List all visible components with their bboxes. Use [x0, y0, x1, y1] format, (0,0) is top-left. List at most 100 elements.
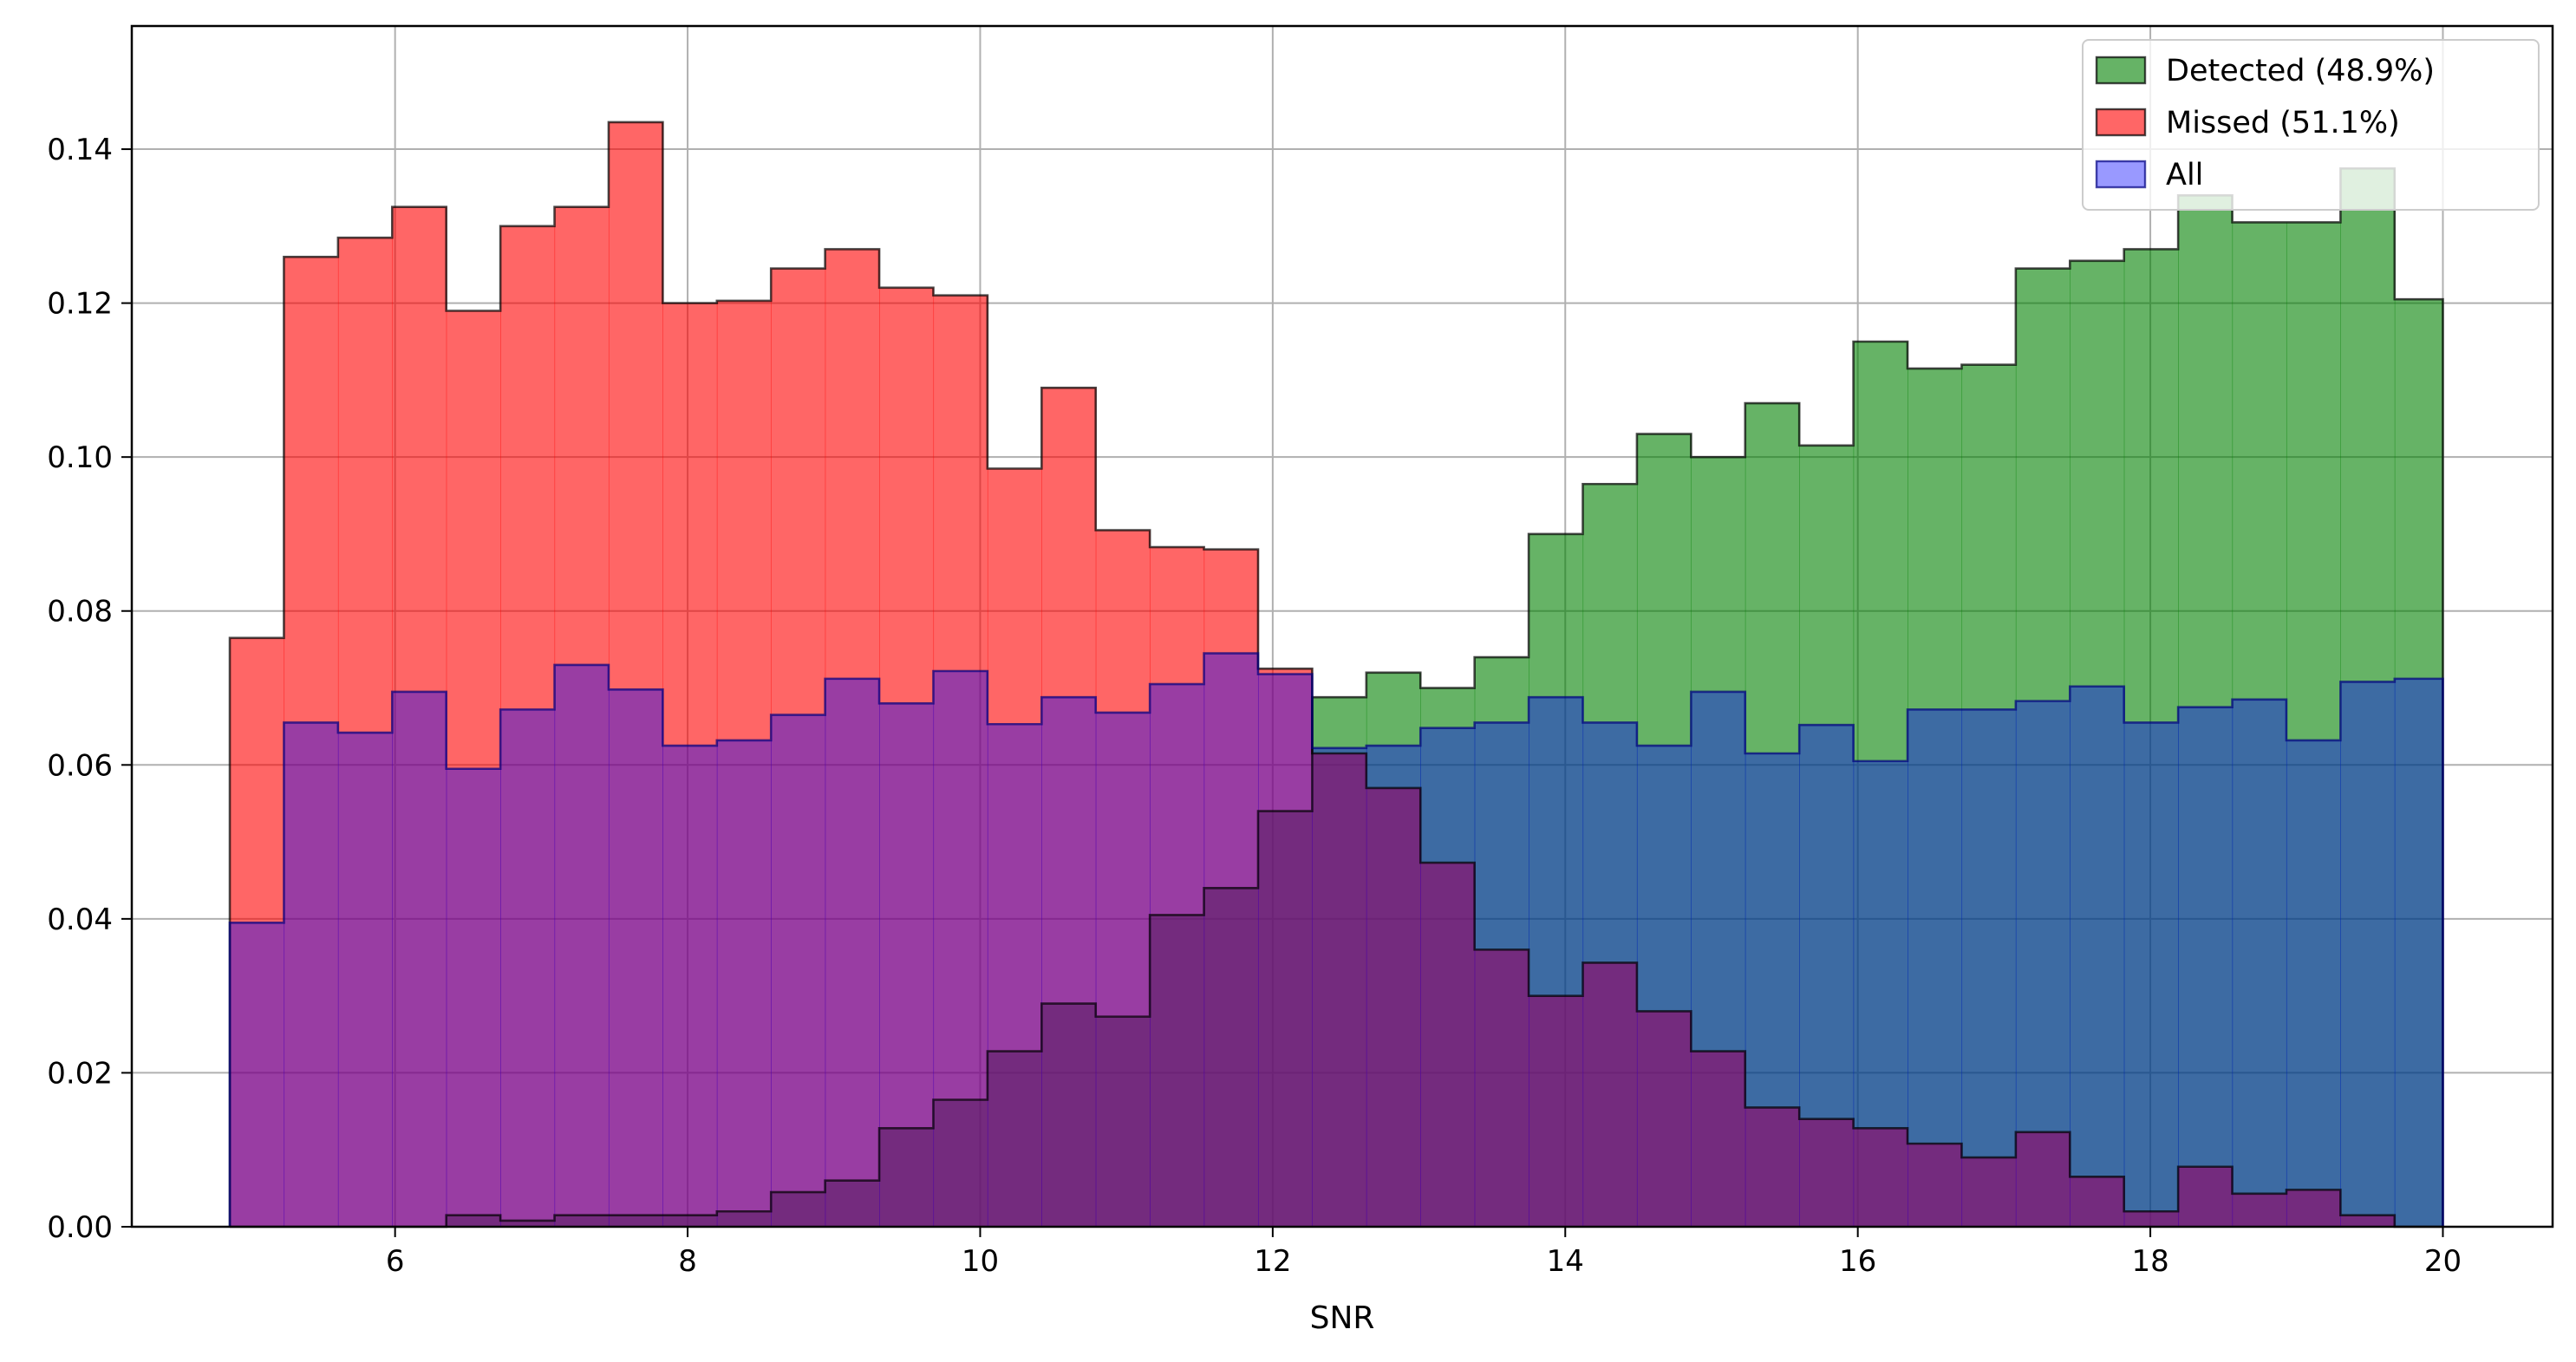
histogram-bar [825, 678, 880, 1227]
histogram-bar [1312, 753, 1367, 1227]
series-all-outline [228, 652, 2444, 1227]
histogram-bar [1961, 364, 2017, 1228]
histogram-bar [2123, 1211, 2179, 1227]
y-tick-label: 0.08 [47, 595, 113, 629]
histogram-bar [230, 637, 285, 1227]
histogram-bar [2394, 299, 2444, 1227]
y-tick-label: 0.02 [47, 1056, 113, 1091]
y-tick-label: 0.06 [47, 748, 113, 783]
legend-label-all: All [2166, 158, 2203, 192]
histogram-bar [608, 121, 663, 1228]
histogram-bar [1257, 674, 1314, 1227]
x-tick-label: 16 [1839, 1244, 1876, 1279]
histogram-bar [1853, 1128, 1908, 1227]
histogram-bar [2070, 686, 2125, 1227]
histogram-bar [987, 468, 1042, 1227]
histogram-bar [1420, 727, 1476, 1227]
histogram-bar [2340, 168, 2396, 1227]
histogram-bar [1474, 722, 1529, 1227]
histogram-bar [500, 709, 556, 1227]
histogram-bar [2286, 222, 2341, 1227]
histogram-bar [1691, 1051, 1746, 1227]
histogram-bar [1908, 709, 1963, 1227]
histogram-bar [230, 922, 285, 1227]
histogram-bar [1041, 697, 1097, 1227]
histogram-bar [1799, 445, 1855, 1227]
histogram-bar [2123, 249, 2179, 1227]
plot-frame [130, 24, 2554, 1228]
histogram-bar [1961, 709, 2017, 1227]
series-missed-bars [230, 121, 2396, 1228]
histogram-bar [662, 303, 718, 1228]
histogram-bar [392, 691, 447, 1227]
histogram-bar [284, 722, 339, 1227]
histogram-bar [1636, 746, 1692, 1227]
histogram-bar [554, 206, 610, 1227]
histogram-bar [662, 746, 718, 1227]
series-all-bars [230, 653, 2444, 1227]
histogram-bar [284, 257, 339, 1227]
histogram-bar [554, 664, 610, 1227]
histogram-bar [1420, 863, 1476, 1227]
legend-swatch-detected [2095, 55, 2147, 85]
histogram-bar [2394, 678, 2444, 1227]
histogram-bar [1095, 712, 1151, 1227]
x-tick-label: 12 [1254, 1244, 1291, 1279]
x-tick-label: 14 [1547, 1244, 1584, 1279]
x-axis-label: SNR [1310, 1300, 1375, 1336]
histogram-bar [446, 768, 501, 1227]
histogram-bar [1908, 1144, 1963, 1227]
histogram-bar [1745, 403, 1800, 1227]
histogram-bar [2286, 1189, 2341, 1227]
histogram-bar [1366, 746, 1421, 1227]
histogram-bar [1691, 691, 1746, 1227]
histogram-bar [1853, 760, 1908, 1227]
histogram-bar [933, 295, 988, 1227]
axis-ticks: 6 8 10 12 14 16 18 20 0.00 0.02 0.04 0.06 0.08 0.10 0.… [47, 133, 2462, 1279]
histogram-bar [987, 724, 1042, 1227]
histogram-bar [879, 287, 935, 1227]
histogram-bar [2123, 722, 2179, 1227]
histogram-bar [1041, 388, 1097, 1227]
histogram-outlines [228, 121, 2444, 1228]
x-tick-label: 18 [2131, 1244, 2168, 1279]
histogram-bar [1366, 787, 1421, 1227]
histogram-bar [2070, 260, 2125, 1227]
histogram-bar [1908, 368, 1963, 1227]
y-tick-label: 0.12 [47, 287, 113, 322]
histogram-bar [933, 670, 988, 1227]
histogram-bar [2232, 1193, 2287, 1227]
legend-swatch-missed [2095, 108, 2147, 137]
histogram-bar [2015, 1131, 2071, 1227]
legend-label-missed: Missed (51.1%) [2166, 106, 2400, 140]
y-tick-label: 0.14 [47, 133, 113, 167]
histogram-bar [825, 249, 880, 1227]
histogram-bar [1745, 753, 1800, 1227]
histogram-bar [2178, 195, 2234, 1227]
histogram-bar [1853, 342, 1908, 1227]
histogram-bar [716, 300, 772, 1228]
y-tick-label: 0.10 [47, 440, 113, 475]
histogram-bar [879, 703, 935, 1227]
histogram-bars [230, 121, 2444, 1228]
histogram-bar [1474, 949, 1529, 1227]
histogram-bar [2178, 1166, 2234, 1227]
x-tick-label: 20 [2424, 1244, 2462, 1279]
histogram-bar [337, 733, 393, 1227]
x-tick-label: 6 [386, 1244, 405, 1279]
histogram-bar [2286, 740, 2341, 1227]
histogram-bar [2015, 268, 2071, 1227]
histogram-bar [2070, 1176, 2125, 1227]
histogram-bar [1257, 668, 1314, 1227]
histogram-bar [771, 714, 826, 1227]
series-detected-outline [230, 166, 2444, 1228]
y-tick-label: 0.00 [47, 1210, 113, 1245]
legend-box [2082, 39, 2540, 211]
y-tick-label: 0.04 [47, 903, 113, 937]
histogram-bar [2340, 681, 2396, 1227]
histogram-bar [1203, 653, 1259, 1227]
histogram-bar [1529, 697, 1584, 1227]
legend-swatch-all [2095, 160, 2147, 189]
histogram-bar [2340, 1215, 2396, 1227]
